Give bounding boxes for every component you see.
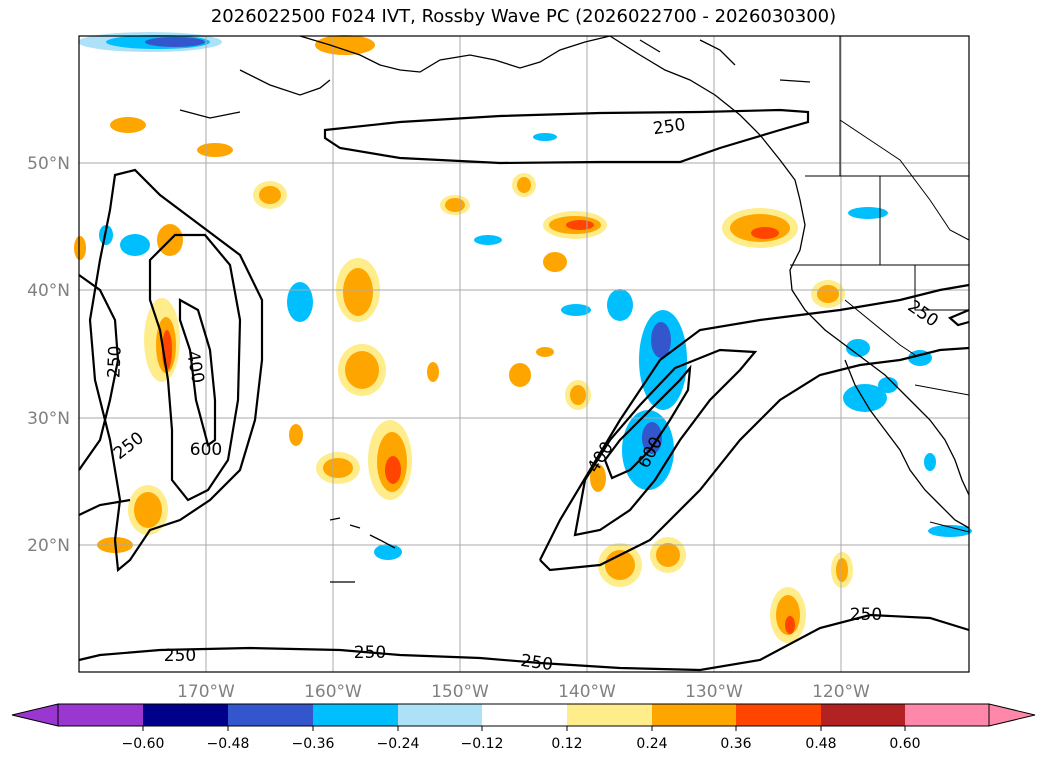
colorbar-extend-max xyxy=(988,703,1036,727)
contour-label: 600 xyxy=(190,440,222,460)
contour-label: 250 xyxy=(104,345,125,378)
colorbar-tick-label: 0.24 xyxy=(636,736,667,752)
colorbar-segment xyxy=(228,704,313,726)
lat-label: 50°N xyxy=(27,154,70,174)
ivt-contours xyxy=(78,108,970,672)
colorbar-segment xyxy=(736,704,821,726)
map-frame xyxy=(78,35,970,673)
contour-label: 250 xyxy=(850,605,882,625)
colorbar: −0.60 −0.48 −0.36 −0.24 −0.12 0.12 0.24 … xyxy=(11,703,1036,752)
lon-label: 170°W xyxy=(177,682,235,702)
lon-label: 150°W xyxy=(431,682,489,702)
page-title: 2026022500 F024 IVT, Rossby Wave PC (202… xyxy=(210,6,837,27)
colorbar-tick-label: −0.24 xyxy=(377,736,420,752)
political-borders xyxy=(790,36,970,533)
lat-label: 30°N xyxy=(27,409,70,429)
lon-label: 120°W xyxy=(812,682,870,702)
coastlines xyxy=(179,35,970,583)
colorbar-tick-label: −0.48 xyxy=(207,736,250,752)
lat-label: 40°N xyxy=(27,281,70,301)
colorbar-segment xyxy=(905,704,989,726)
colorbar-segment xyxy=(652,704,736,726)
colorbar-tick-label: 0.60 xyxy=(889,736,920,752)
colorbar-segment xyxy=(398,704,482,726)
latitude-labels: 50°N 40°N 30°N 20°N xyxy=(27,154,70,556)
colorbar-tick-label: 0.36 xyxy=(720,736,751,752)
colorbar-segment xyxy=(567,704,652,726)
colorbar-extend-min xyxy=(11,703,59,727)
colorbar-segment xyxy=(313,704,398,726)
positive-anomaly-shading xyxy=(74,35,853,643)
contour-label: 250 xyxy=(164,646,196,666)
contour-label: 250 xyxy=(652,115,687,139)
colorbar-segment xyxy=(58,704,143,726)
colorbar-tick-label: −0.36 xyxy=(292,736,335,752)
colorbar-tick-label: 0.12 xyxy=(551,736,582,752)
lon-label: 140°W xyxy=(558,682,616,702)
colorbar-segment xyxy=(482,704,567,726)
lon-label: 130°W xyxy=(685,682,743,702)
contour-label: 250 xyxy=(519,651,554,675)
colorbar-segment xyxy=(821,704,905,726)
contour-label: 250 xyxy=(354,643,386,663)
longitude-labels: 170°W 160°W 150°W 140°W 130°W 120°W xyxy=(177,682,870,702)
colorbar-tick-label: −0.12 xyxy=(461,736,504,752)
colorbar-tick-label: 0.48 xyxy=(805,736,836,752)
colorbar-segment xyxy=(143,704,228,726)
lat-label: 20°N xyxy=(27,536,70,556)
colorbar-tick-label: −0.60 xyxy=(122,736,165,752)
map-background xyxy=(79,36,969,672)
lon-label: 160°W xyxy=(304,682,362,702)
map-plot[interactable]: 250 400 600 250 600 400 250 250 250 250 … xyxy=(74,32,972,675)
